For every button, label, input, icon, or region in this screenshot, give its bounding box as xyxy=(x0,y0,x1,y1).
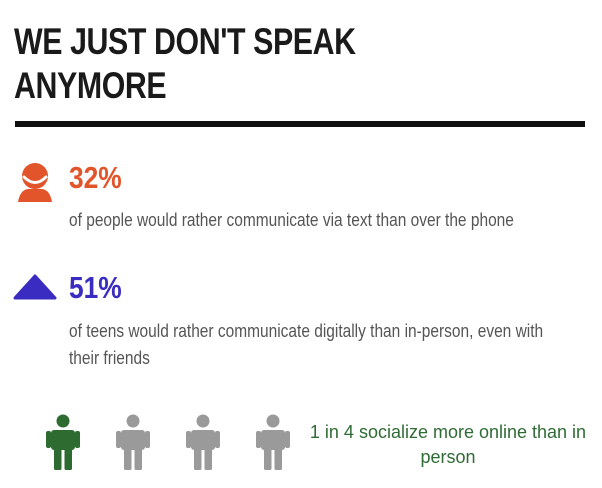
ratio-caption-line-2: person xyxy=(420,447,476,467)
title-divider xyxy=(15,121,585,127)
person-figure-icon xyxy=(256,414,290,470)
stat-2-percent: 51% xyxy=(69,270,122,305)
triangle-icon xyxy=(13,274,57,300)
page-title: WE JUST DON'T SPEAK ANYMORE xyxy=(14,20,473,108)
ratio-caption: 1 in 4 socialize more online than in per… xyxy=(304,420,592,470)
stat-2-description-line-2: their friends xyxy=(69,348,150,368)
stat-1-description: of people would rather communicate via t… xyxy=(69,210,514,230)
person-figure-icon xyxy=(116,414,150,470)
ratio-caption-line-1: 1 in 4 socialize more online than in xyxy=(309,422,587,442)
title-line-2: ANYMORE xyxy=(14,65,167,106)
stat-1-percent: 32% xyxy=(69,160,122,195)
stat-2-description: of teens would rather communicate digita… xyxy=(69,318,551,372)
title-line-1: WE JUST DON'T SPEAK xyxy=(14,21,356,62)
person-icon xyxy=(18,163,52,202)
person-figure-icon xyxy=(46,414,80,470)
stat-2-description-line-1: of teens would rather communicate digita… xyxy=(69,321,544,341)
person-figure-icon xyxy=(186,414,220,470)
